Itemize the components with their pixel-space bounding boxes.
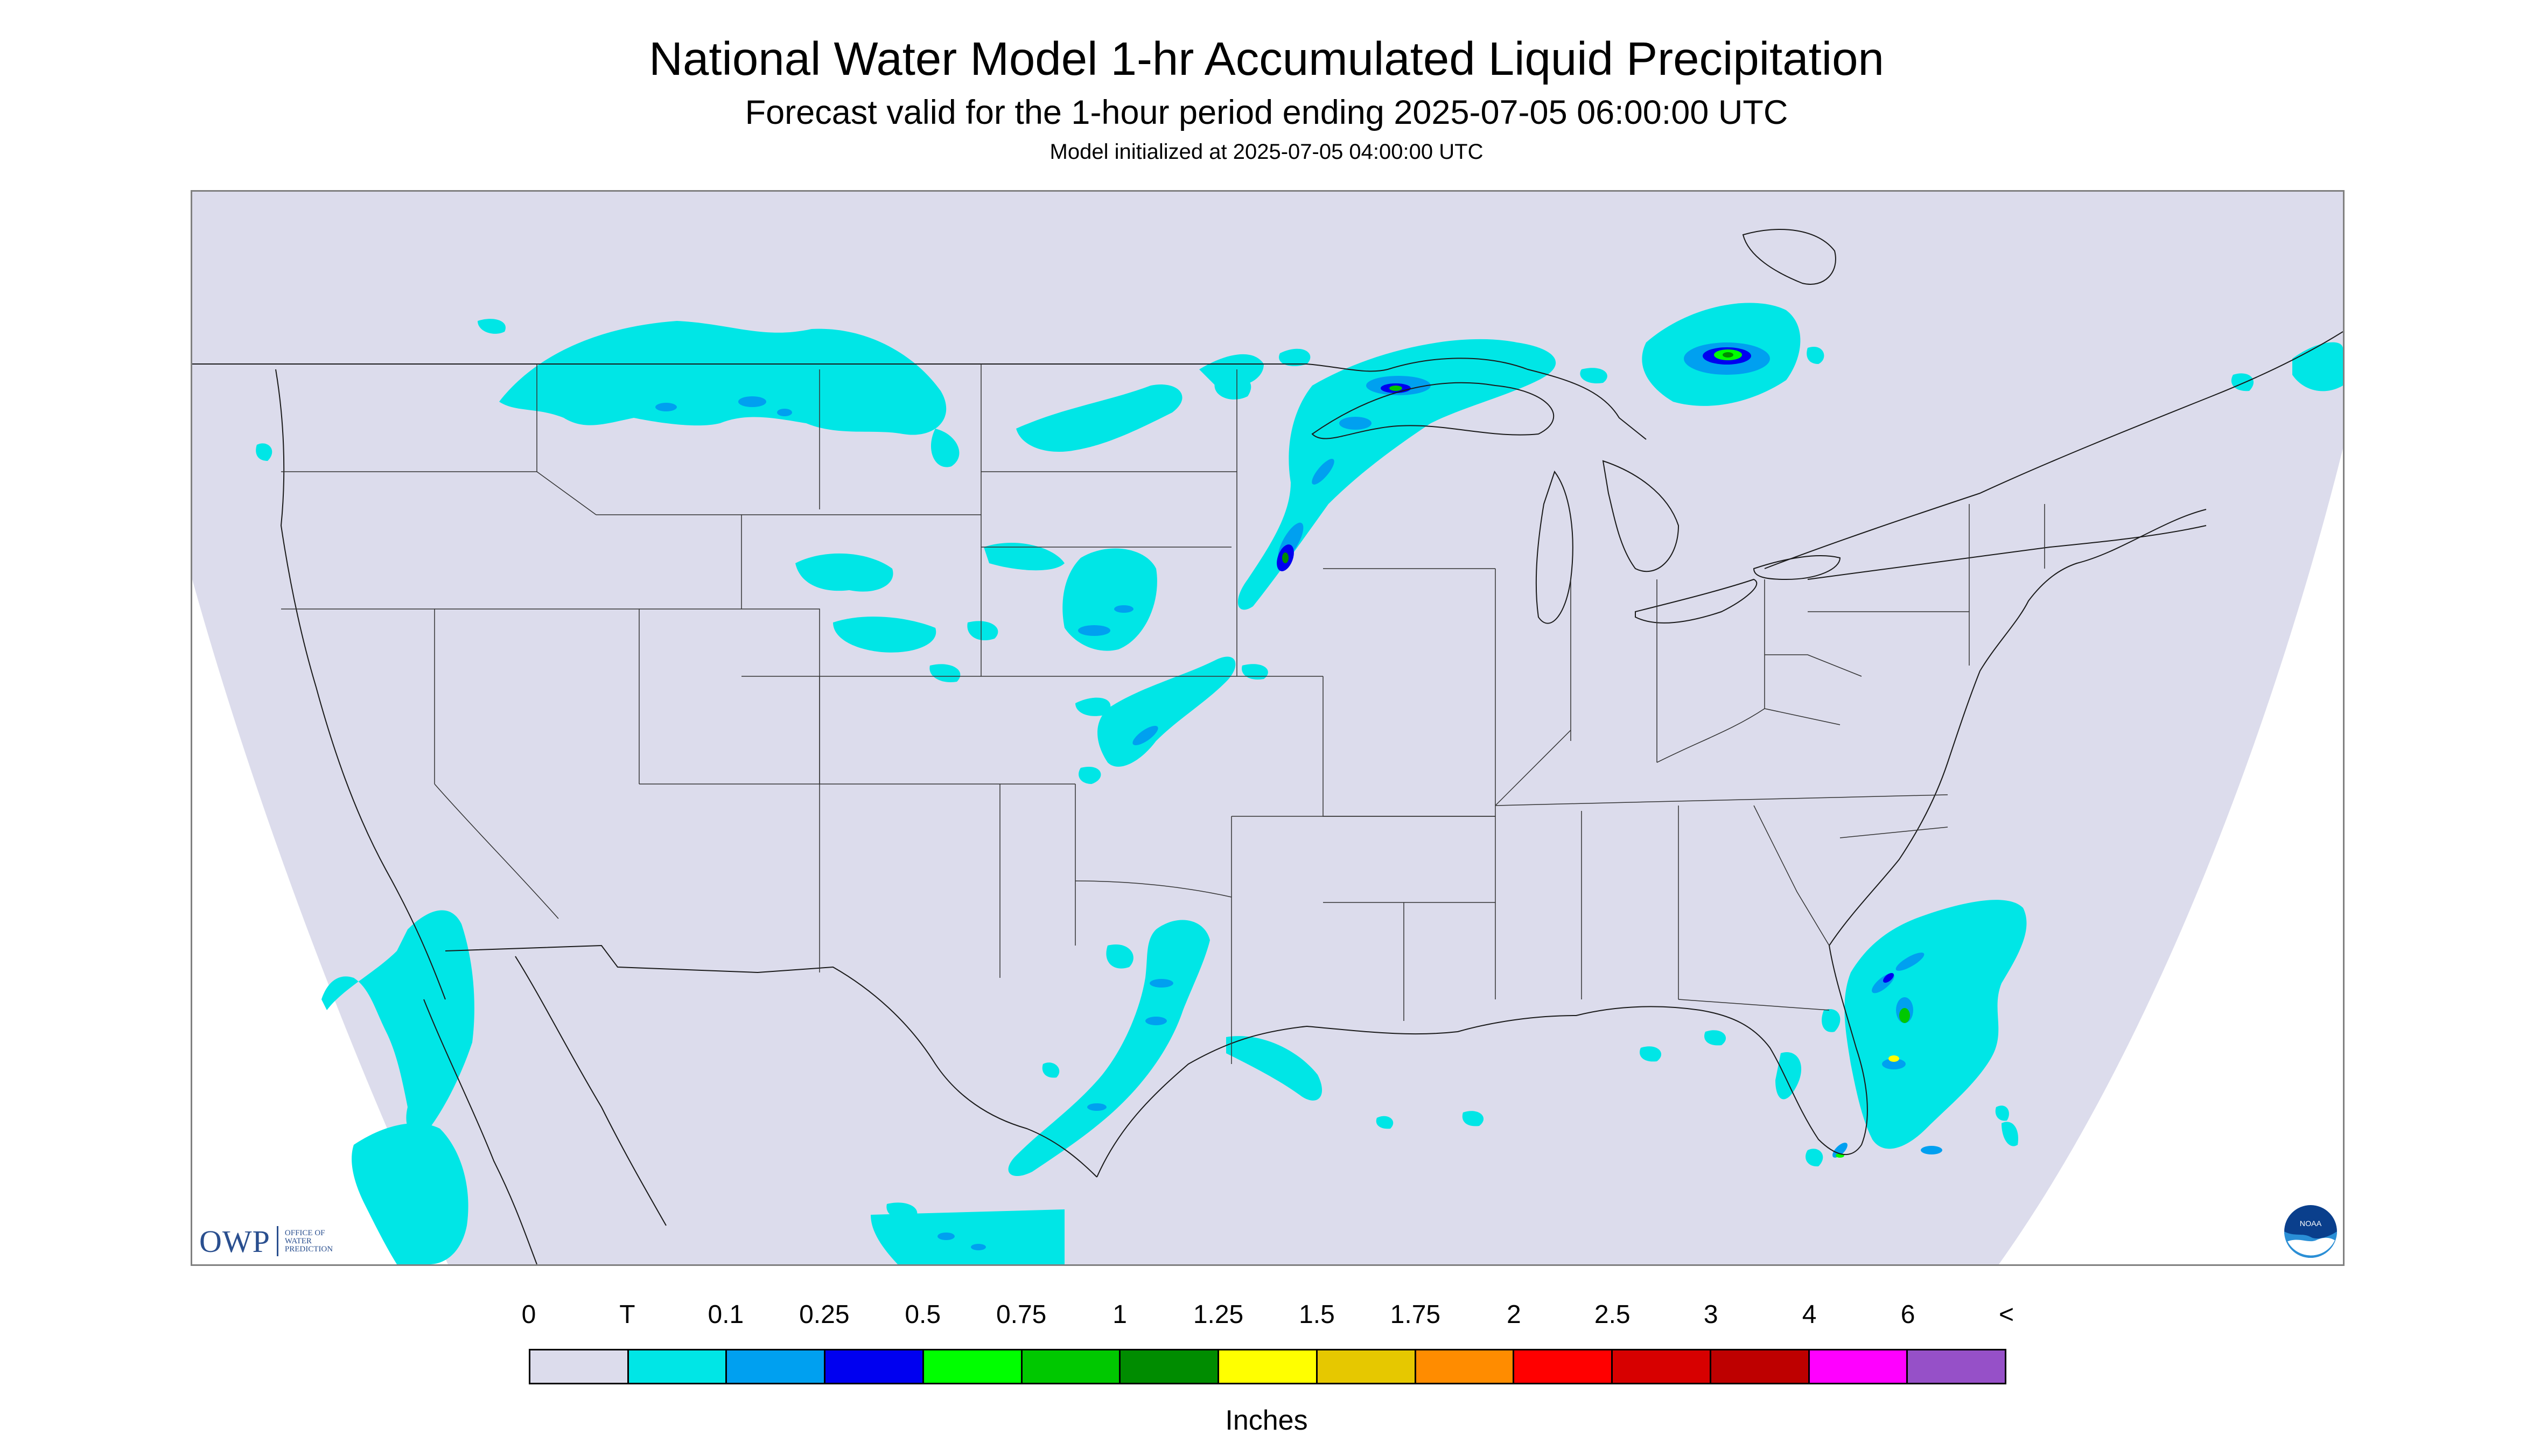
legend-units: Inches (1225, 1405, 1308, 1436)
precip-florida (1640, 900, 2027, 1167)
precip-kansas (1075, 656, 1236, 784)
legend-tick-label: 0.75 (996, 1300, 1047, 1329)
precip-florida-core (1836, 973, 1910, 1158)
model-domain (192, 192, 2343, 1264)
legend-swatch (825, 1350, 924, 1383)
boundaries (192, 229, 2343, 1264)
precip-sonora (321, 910, 1065, 1264)
precip-texas-blue (1087, 979, 1173, 1111)
legend-swatch (1416, 1350, 1515, 1383)
legend-swatch (1809, 1350, 1908, 1383)
legend-swatch (1219, 1350, 1318, 1383)
map-title: National Water Model 1-hr Accumulated Li… (649, 33, 1884, 85)
legend-tick-label: 0.5 (905, 1300, 941, 1329)
precip-kansas-blue (1132, 725, 1158, 746)
legend-tick-label: 1.25 (1193, 1300, 1244, 1329)
precip-minnesota-band (1214, 339, 1607, 610)
legend-swatch (1514, 1350, 1613, 1383)
state-boundaries (281, 364, 2045, 1064)
model-init-time: Model initialized at 2025-07-05 04:00:00… (1049, 140, 1484, 164)
legend-tick-label: 1.5 (1299, 1300, 1335, 1329)
legend-swatch (1711, 1350, 1810, 1383)
owp-logo-divider (276, 1226, 278, 1256)
legend-swatch (1908, 1350, 2005, 1383)
precipitation-map (191, 190, 2345, 1266)
legend-tick-label: 0.25 (799, 1300, 850, 1329)
legend-tick-label: 0.1 (708, 1300, 744, 1329)
owp-logo-subtext: OFFICE OF WATER PREDICTION (285, 1229, 333, 1254)
noaa-logo-text: NOAA (2300, 1220, 2322, 1228)
precip-ontario-core (1703, 347, 1751, 365)
forecast-valid-subtitle: Forecast valid for the 1-hour period end… (745, 94, 1788, 131)
legend-tick-label: 6 (1900, 1300, 1915, 1329)
legend-tick-label: 2 (1506, 1300, 1521, 1329)
owp-logo: OWP OFFICE OF WATER PREDICTION (199, 1222, 333, 1260)
legend-swatch (530, 1350, 629, 1383)
legend-swatch (1022, 1350, 1121, 1383)
precip-colorado-blue (1078, 605, 1133, 636)
legend-swatch (1121, 1350, 1220, 1383)
map-canvas (192, 192, 2343, 1264)
owp-logo-text: OWP (199, 1223, 270, 1259)
owp-logo-line: PREDICTION (284, 1244, 333, 1254)
precip-montana-north-dakota (256, 319, 1264, 467)
legend-tick-label: 1.75 (1390, 1300, 1441, 1329)
legend-swatch (923, 1350, 1023, 1383)
legend-swatch (727, 1350, 826, 1383)
legend-swatch (628, 1350, 727, 1383)
precip-sonora-blue (937, 1233, 986, 1250)
legend-tick-label: 4 (1802, 1300, 1817, 1329)
legend-tick-label: 3 (1703, 1300, 1718, 1329)
legend-tick-label: 1 (1112, 1300, 1127, 1329)
owp-logo-line: OFFICE OF (284, 1228, 325, 1237)
legend-tick-label: 0 (521, 1300, 536, 1329)
legend-swatch (1317, 1350, 1416, 1383)
precip-minnesota-green (1282, 386, 1402, 563)
precip-montana-blue (655, 396, 792, 416)
legend-swatch (1613, 1350, 1711, 1383)
legend-tick-label: T (619, 1300, 635, 1329)
owp-logo-line: WATER (284, 1236, 312, 1245)
precip-wyoming-colorado (795, 542, 1268, 682)
legend-tick-label: 2.5 (1594, 1300, 1631, 1329)
legend-tick-label: < (1998, 1300, 2014, 1329)
noaa-logo: NOAA (2284, 1205, 2337, 1258)
legend-color-bar (529, 1349, 2006, 1384)
